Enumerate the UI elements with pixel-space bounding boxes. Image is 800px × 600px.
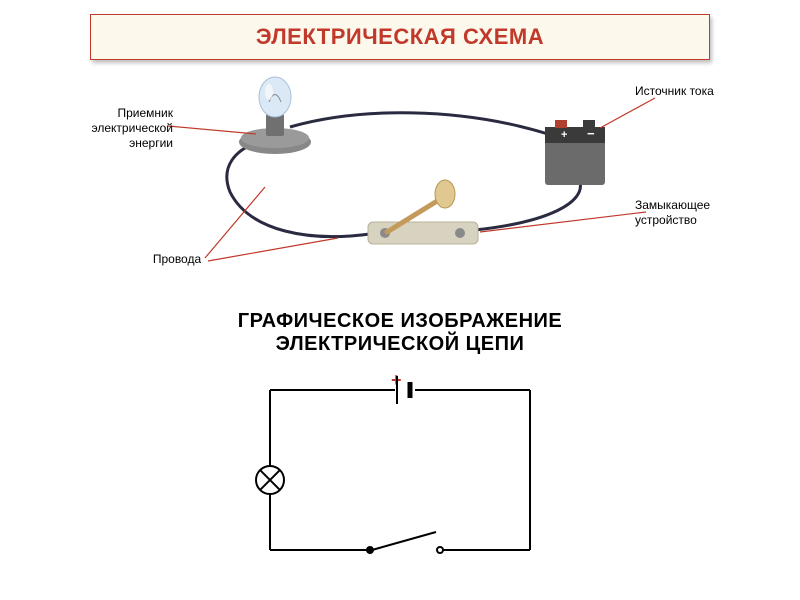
label-wires: Провода: [142, 252, 212, 267]
lamp-icon: [239, 77, 311, 154]
label-receiver: Приемник электрической энергии: [78, 106, 173, 151]
subtitle-line1: ГРАФИЧЕСКОЕ ИЗОБРАЖЕНИЕ: [238, 310, 562, 332]
label-source: Источник тока: [635, 84, 735, 99]
svg-text:+: +: [561, 129, 567, 141]
wire-left: [227, 142, 370, 237]
svg-text:−: −: [587, 126, 595, 141]
subtitle: ГРАФИЧЕСКОЕ ИЗОБРАЖЕНИЕ ЭЛЕКТРИЧЕСКОЙ ЦЕ…: [0, 310, 800, 356]
schematic-diagram: [250, 370, 550, 580]
switch-icon: [368, 180, 478, 244]
wire-right: [475, 182, 580, 230]
switch-contact-icon: [437, 547, 443, 553]
title-bar: ЭЛЕКТРИЧЕСКАЯ СХЕМА: [90, 14, 710, 60]
switch-lever-icon: [372, 532, 436, 550]
subtitle-line2: ЭЛЕКТРИЧЕСКОЙ ЦЕПИ: [276, 333, 525, 355]
battery-icon: + −: [545, 120, 605, 185]
label-switch: Замыкающее устройство: [635, 198, 730, 228]
pictorial-circuit: + − Приемник электрической: [80, 72, 720, 292]
wire-top: [290, 113, 548, 134]
switch-pivot-icon: [367, 547, 373, 553]
page-title: ЭЛЕКТРИЧЕСКАЯ СХЕМА: [256, 24, 544, 50]
